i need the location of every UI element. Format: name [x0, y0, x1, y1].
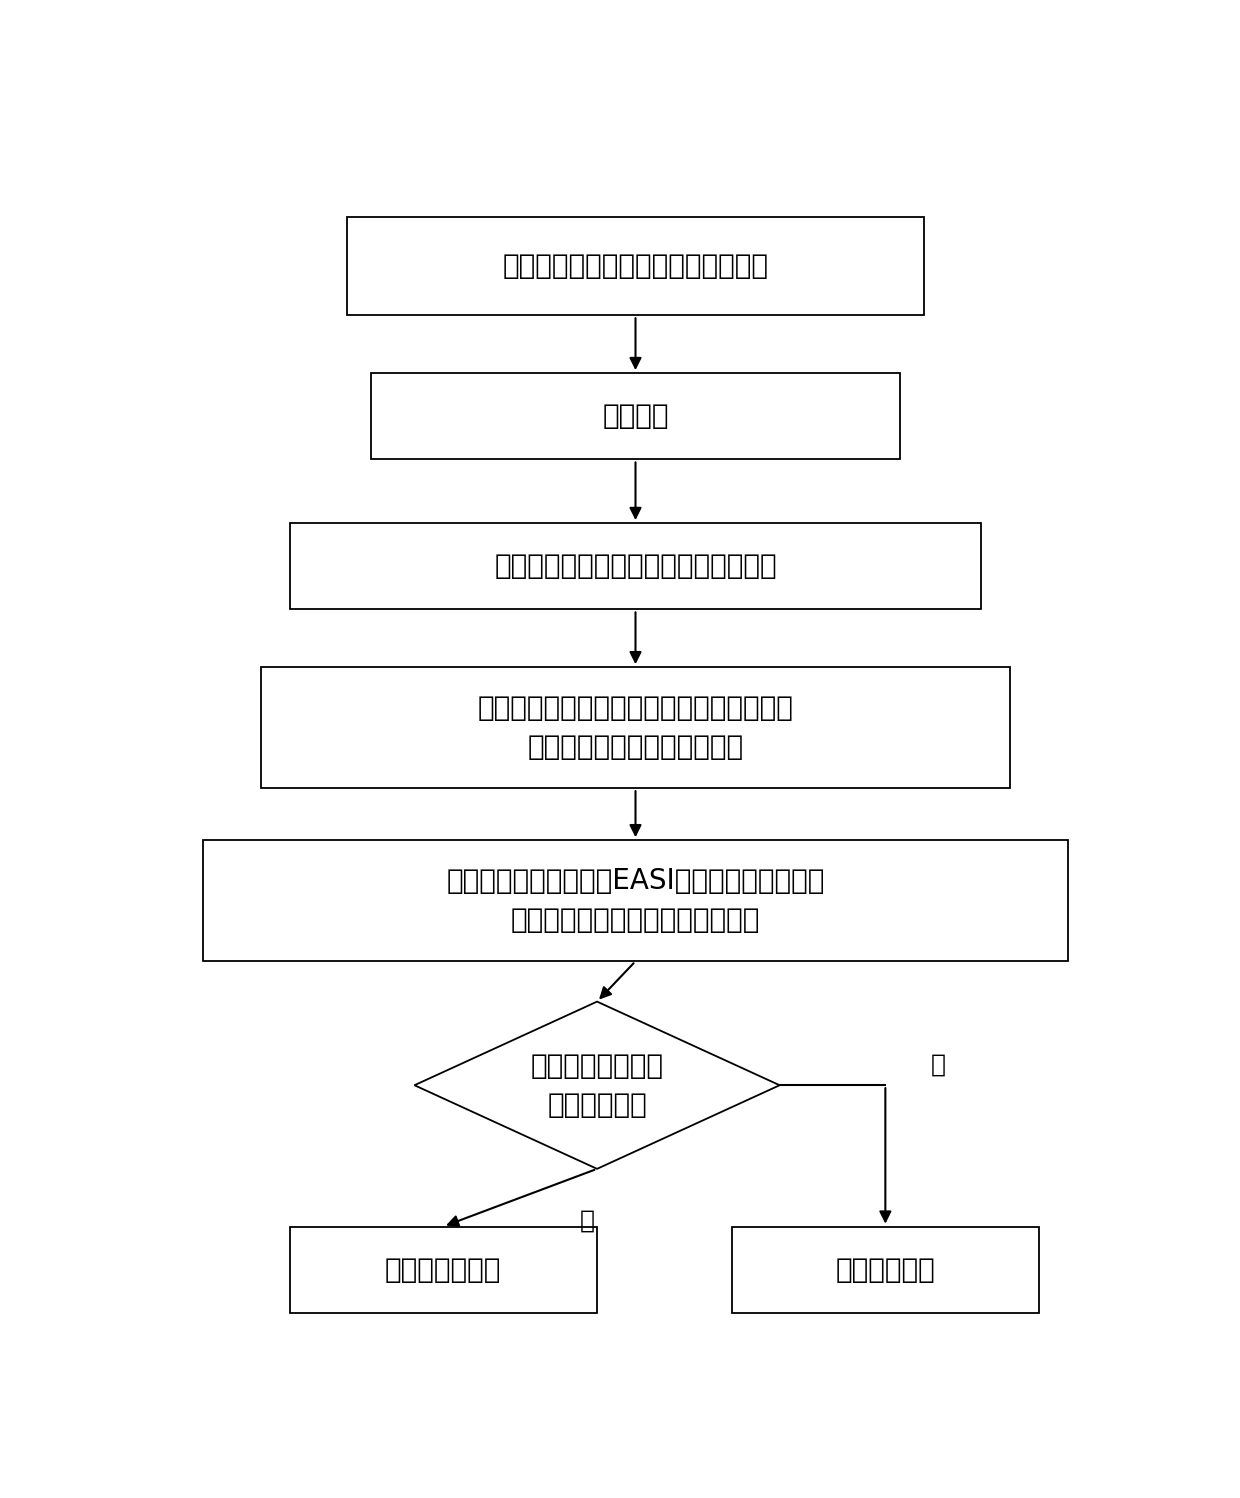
FancyBboxPatch shape [260, 667, 1011, 788]
Polygon shape [414, 1002, 780, 1168]
FancyBboxPatch shape [290, 523, 982, 610]
Text: 对数字信号进行去均值去相关的白化处理，
得到零均值不相关的混合信号: 对数字信号进行去均值去相关的白化处理， 得到零均值不相关的混合信号 [477, 694, 794, 761]
FancyBboxPatch shape [289, 1227, 596, 1314]
Text: 将经放大后的模拟信号转换成数字信号: 将经放大后的模拟信号转换成数字信号 [495, 553, 776, 580]
Text: 是否出现固定频率
的尖峰脉冲？: 是否出现固定频率 的尖峰脉冲？ [531, 1052, 663, 1119]
FancyBboxPatch shape [732, 1227, 1039, 1314]
FancyBboxPatch shape [203, 840, 1068, 962]
FancyBboxPatch shape [371, 373, 900, 460]
Text: 该器件存在故障: 该器件存在故障 [386, 1255, 501, 1284]
Text: 是: 是 [580, 1209, 595, 1233]
Text: 利用基于独立分量分析EASI算法分离混合信号，
得到各个轴承和齿轮的加速度信号: 利用基于独立分量分析EASI算法分离混合信号， 得到各个轴承和齿轮的加速度信号 [446, 867, 825, 935]
Text: 采集齿轮箱不同点的加速度模拟信号: 采集齿轮箱不同点的加速度模拟信号 [502, 252, 769, 280]
Text: 否: 否 [931, 1053, 946, 1077]
Text: 该器件无故障: 该器件无故障 [836, 1255, 935, 1284]
Text: 信号放大: 信号放大 [603, 403, 668, 430]
FancyBboxPatch shape [347, 217, 924, 315]
